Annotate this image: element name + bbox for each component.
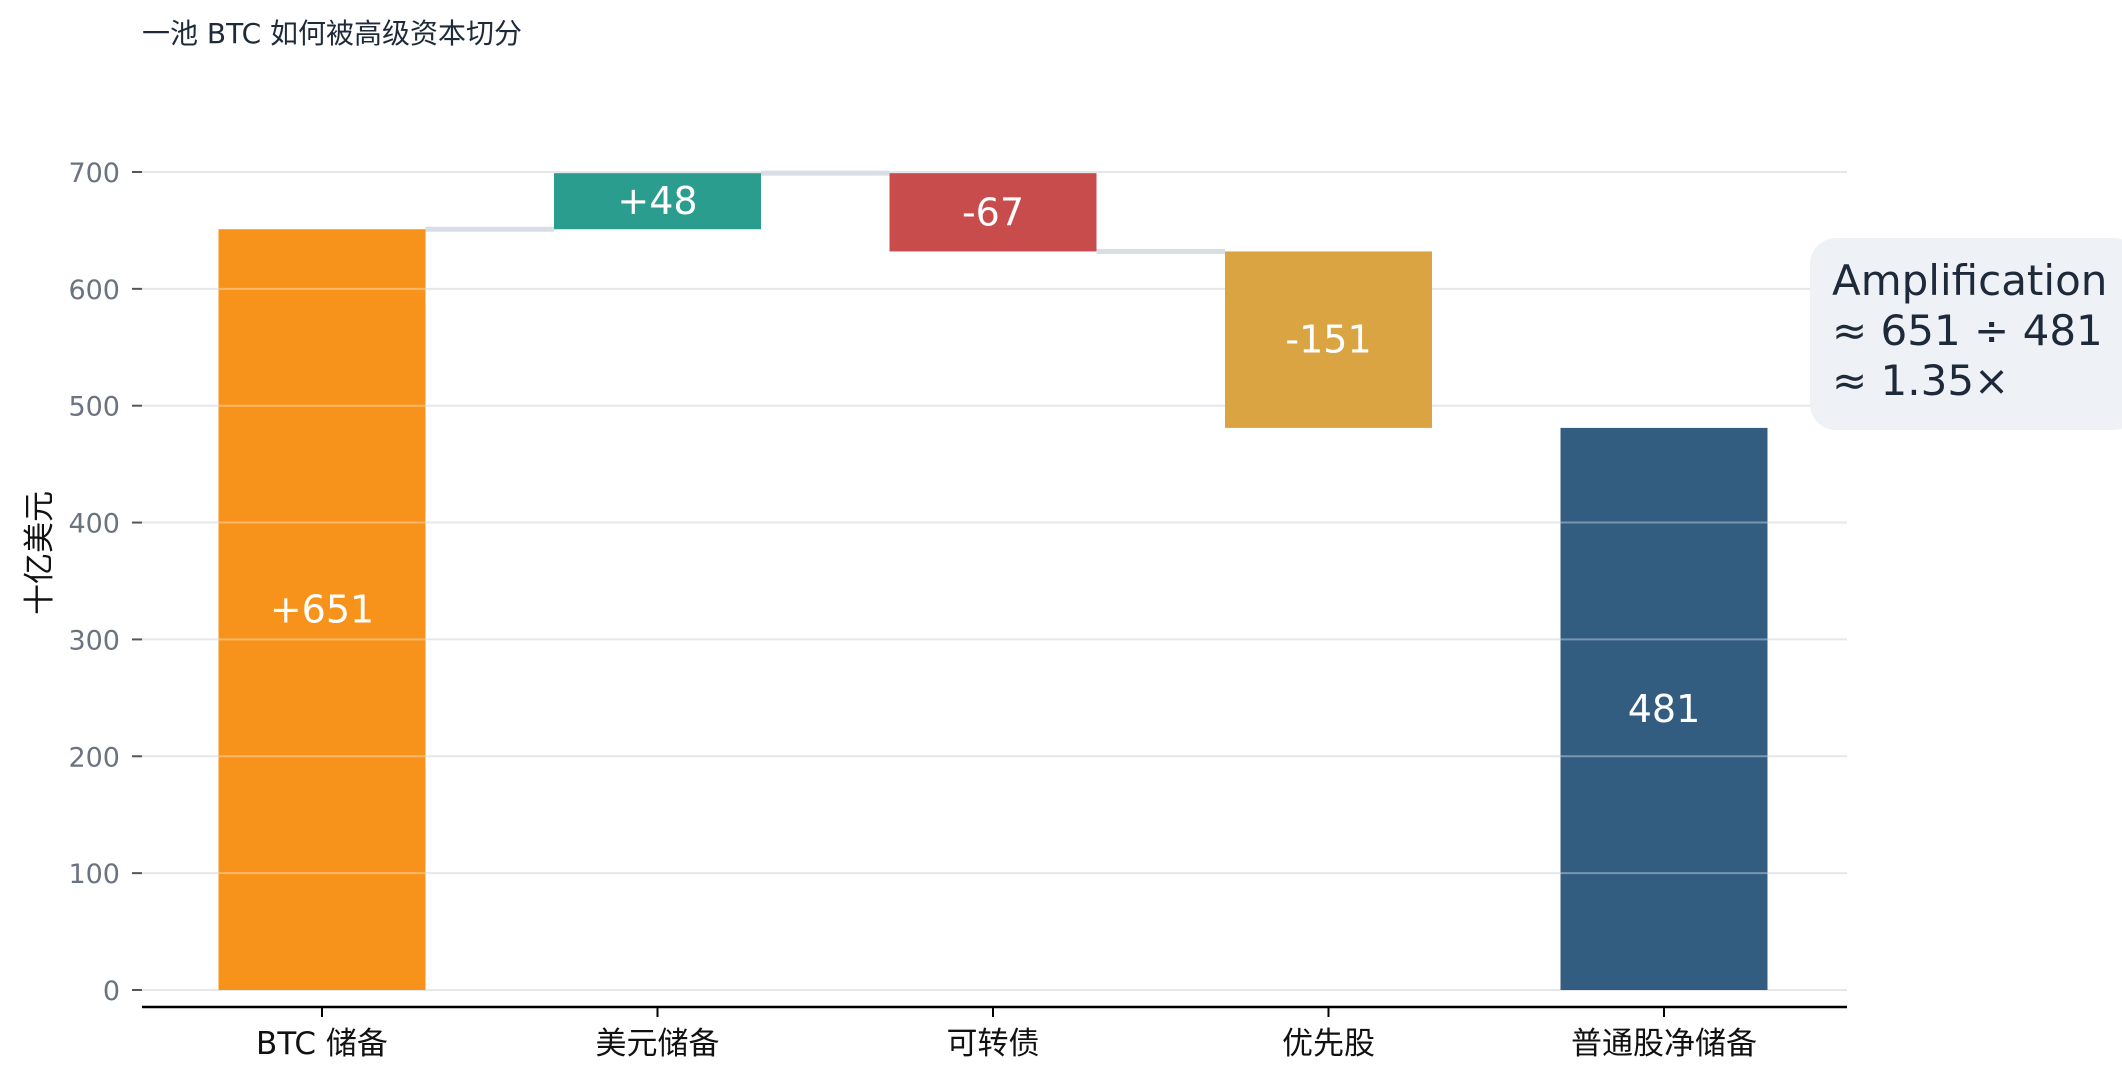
y-tick-label: 300 <box>68 625 120 656</box>
y-tick-label: 100 <box>68 859 120 890</box>
y-tick-label: 200 <box>68 742 120 773</box>
bar-value-label: +651 <box>270 588 374 632</box>
amplification-annotation: Amplification≈ 651 ÷ 481≈ 1.35× <box>1810 238 2122 430</box>
bar <box>554 173 761 230</box>
y-tick-label: 500 <box>68 392 120 423</box>
chart-title: 一池 BTC 如何被高级资本切分 <box>142 17 522 50</box>
annotation-line: ≈ 1.35× <box>1832 356 2009 405</box>
connector-lines <box>425 170 1225 254</box>
bar-value-label: +48 <box>617 179 697 223</box>
annotation-line: ≈ 651 ÷ 481 <box>1832 306 2103 355</box>
grid-lines <box>142 170 1847 991</box>
y-tick-label: 400 <box>68 509 120 540</box>
x-tick-label: BTC 储备 <box>256 1026 388 1062</box>
y-tick-label: 700 <box>68 158 120 189</box>
bar-value-label: -151 <box>1285 318 1371 362</box>
y-tick-label: 600 <box>68 275 120 306</box>
bars: +651 +48 -67 -151 481 <box>218 173 1768 990</box>
bar <box>889 173 1097 252</box>
y-axis: 0 100 200 300 400 500 600 700 <box>68 158 142 1007</box>
bar <box>1560 427 1768 990</box>
bar-value-label: -67 <box>962 190 1024 234</box>
x-tick-label: 优先股 <box>1282 1026 1375 1062</box>
bar <box>1225 251 1432 428</box>
y-tick-label: 0 <box>103 976 120 1007</box>
annotation-box <box>1810 238 2122 430</box>
x-tick-label: 普通股净储备 <box>1571 1026 1757 1062</box>
bar <box>218 229 426 990</box>
y-axis-label: 十亿美元 <box>22 491 58 615</box>
x-tick-label: 美元储备 <box>596 1026 720 1062</box>
x-axis: BTC 储备 美元储备 可转债 优先股 普通股净储备 <box>142 1005 1847 1062</box>
bar-value-label: 481 <box>1628 687 1701 731</box>
x-tick-label: 可转债 <box>947 1026 1040 1062</box>
annotation-line: Amplification <box>1832 256 2107 305</box>
